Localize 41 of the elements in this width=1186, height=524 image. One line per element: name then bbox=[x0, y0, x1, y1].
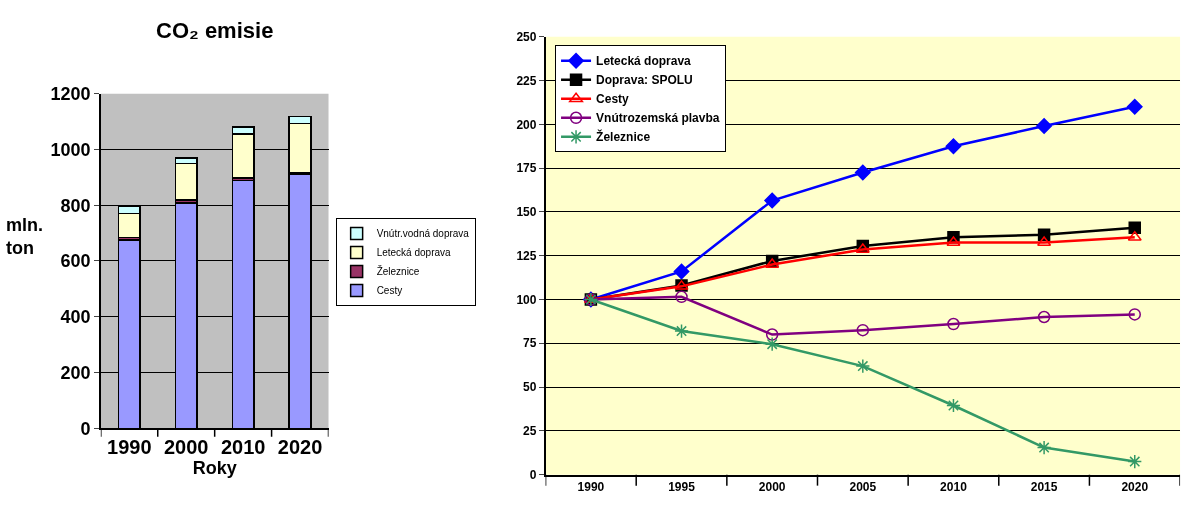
y-tick-label: 600 bbox=[60, 251, 91, 272]
y-tick-label: 0 bbox=[80, 418, 91, 439]
y-tick-label: 125 bbox=[516, 248, 537, 263]
x-tick-label: 2000 bbox=[163, 436, 209, 459]
legend-label: Letecká doprava bbox=[596, 54, 692, 69]
y-tick-label: 800 bbox=[60, 195, 91, 216]
legend-label: Železnice bbox=[376, 265, 420, 278]
x-tick-label: 2020 bbox=[1121, 479, 1149, 494]
y-tick-label: 150 bbox=[516, 205, 537, 220]
y-axis-title: mln. ton bbox=[6, 215, 44, 259]
legend-label: Cesty bbox=[376, 285, 403, 297]
x-tick-label: 2020 bbox=[277, 436, 323, 459]
y-tick-label: 1200 bbox=[50, 83, 91, 104]
y-tick-label: 200 bbox=[516, 117, 537, 132]
legend-label: Letecká doprava bbox=[376, 247, 452, 259]
y-tick-label: 50 bbox=[523, 380, 537, 395]
legend-label: Cesty bbox=[596, 92, 630, 107]
legend-label: Vnútr.vodná doprava bbox=[376, 228, 470, 240]
y-tick-label: 75 bbox=[523, 336, 537, 351]
x-tick-label: 1995 bbox=[668, 479, 696, 494]
y-tick-label: 1000 bbox=[50, 139, 91, 160]
y-tick-label: 0 bbox=[529, 467, 537, 482]
y-tick-label: 175 bbox=[516, 161, 537, 176]
y-tick-label: 250 bbox=[516, 29, 537, 44]
x-tick-label: 2015 bbox=[1030, 479, 1058, 494]
x-tick-label: 2010 bbox=[220, 436, 266, 459]
y-tick-label: 400 bbox=[60, 307, 91, 328]
legend-label: Vnútrozemská plavba bbox=[596, 111, 720, 126]
x-tick-label: 2000 bbox=[758, 479, 786, 494]
chart-title: CO₂ emisie bbox=[156, 18, 274, 43]
y-tick-label: 100 bbox=[516, 292, 537, 307]
legend-label: Doprava: SPOLU bbox=[596, 73, 693, 88]
legend-label: Železnice bbox=[596, 129, 651, 145]
x-tick-label: 2010 bbox=[940, 479, 968, 494]
y-tick-label: 25 bbox=[523, 424, 537, 439]
y-tick-label: 200 bbox=[60, 362, 91, 383]
x-tick-label: 1990 bbox=[107, 436, 152, 459]
x-axis-title: Roky bbox=[192, 458, 237, 479]
x-tick-label: 2005 bbox=[849, 479, 877, 494]
y-tick-label: 225 bbox=[516, 73, 537, 88]
x-tick-label: 1990 bbox=[577, 479, 605, 494]
